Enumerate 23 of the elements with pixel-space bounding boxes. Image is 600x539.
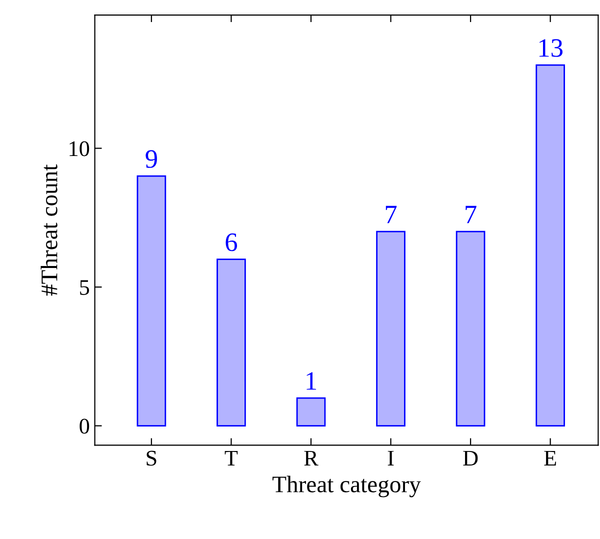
y-tick-label: 10 [70,141,90,156]
data-label: 7 [386,206,397,224]
x-tick-label: I [388,450,394,466]
bar [136,175,166,426]
data-label: 9 [146,150,157,168]
x-axis-title: Threat category [272,476,421,498]
x-tick-label: E [544,450,556,466]
y-axis-title: #Threat count [40,164,58,296]
data-label: 7 [466,206,476,224]
bar [296,397,326,426]
y-tick-label: 5 [80,280,90,295]
bar [536,64,565,426]
bar [456,230,486,426]
y-tick-label: 0 [80,418,90,434]
x-tick-label: R [304,450,318,466]
data-label: 6 [226,233,238,252]
data-label: 1 [306,372,316,390]
x-tick-label: D [463,450,478,466]
bar [216,258,246,426]
data-label: 13 [539,39,562,57]
x-tick-label: T [224,450,238,466]
bar [376,230,406,426]
x-tick-label: S [146,450,156,466]
